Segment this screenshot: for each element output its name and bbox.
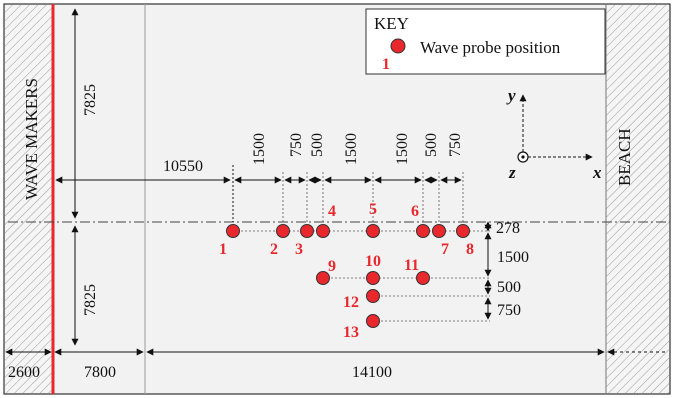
spacing-5-6-label: 1500	[394, 133, 411, 165]
probe-7-label: 7	[441, 241, 449, 258]
probe-5-label: 5	[369, 201, 377, 218]
y-axis-label: y	[506, 86, 516, 105]
probe-4-marker	[316, 224, 330, 238]
first-probe-distance	[55, 165, 234, 222]
key-probe-marker	[390, 38, 406, 54]
probe-1-label: 1	[219, 241, 227, 258]
probe-leader-lines	[233, 230, 490, 322]
probe-12-marker	[366, 289, 380, 303]
probe-9-marker	[316, 271, 330, 285]
probe-2-marker	[276, 224, 290, 238]
basin-length-label: 14100	[352, 364, 392, 381]
legend-key: KEY Wave probe position 1	[365, 8, 606, 75]
probe-10-marker	[366, 271, 380, 285]
probe-5-marker	[366, 224, 380, 238]
probe-12-label: 12	[343, 294, 359, 311]
key-entry-label: Wave probe position	[420, 38, 561, 57]
probe-9-label: 9	[328, 258, 336, 275]
probe-3-marker	[300, 224, 314, 238]
key-sample-number: 1	[382, 56, 390, 73]
offset-278-label: 278	[496, 220, 520, 237]
spacing-7-8-label: 750	[447, 133, 464, 157]
probe-11-marker	[416, 271, 430, 285]
probe-8-marker	[456, 224, 470, 238]
beach-label: BEACH	[615, 128, 634, 186]
probe-8-label: 8	[466, 241, 474, 258]
probe-6-label: 6	[411, 203, 419, 220]
flat-zone-length-label: 7800	[84, 364, 116, 381]
offset-750-label: 750	[497, 302, 521, 319]
spacing-2-3-label: 750	[288, 133, 305, 157]
wave-maker-zone-length-label: 2600	[8, 364, 40, 381]
spacing-6-7-label: 500	[423, 133, 440, 157]
z-axis-label: z	[508, 163, 516, 182]
probe-1-marker	[226, 224, 240, 238]
coordinate-axes: y x z	[506, 86, 602, 182]
probe-2-label: 2	[270, 241, 278, 258]
upper-width-label: 7825	[82, 84, 99, 116]
key-title: KEY	[374, 14, 409, 33]
x-axis-label: x	[592, 163, 602, 182]
probe-11-label: 11	[404, 257, 419, 274]
probe-10-label: 10	[365, 253, 381, 270]
probe-13-marker	[366, 314, 380, 328]
offset-1500-label: 1500	[497, 249, 529, 266]
offset-500-label: 500	[497, 279, 521, 296]
probe-3-label: 3	[295, 241, 303, 258]
spacing-1-2-label: 1500	[251, 133, 268, 165]
probe-6-marker	[416, 224, 430, 238]
beach-zone	[606, 5, 669, 393]
first-probe-distance-label: 10550	[163, 158, 203, 175]
probe-4-label: 4	[328, 203, 336, 220]
spacing-3-4-label: 500	[309, 133, 326, 157]
spacing-4-5-label: 1500	[343, 133, 360, 165]
lower-width-label: 7825	[82, 284, 99, 316]
probe-numbers: 1 2 3 4 5 6 7 8 9 10 11 12 13	[219, 201, 474, 341]
probe-13-label: 13	[343, 324, 359, 341]
probe-7-marker	[432, 224, 446, 238]
wave-probes	[226, 224, 470, 328]
wave-maker-zone	[5, 5, 53, 393]
wave-makers-label: WAVE MAKERS	[22, 78, 41, 200]
spacing-extension-lines	[282, 172, 464, 222]
